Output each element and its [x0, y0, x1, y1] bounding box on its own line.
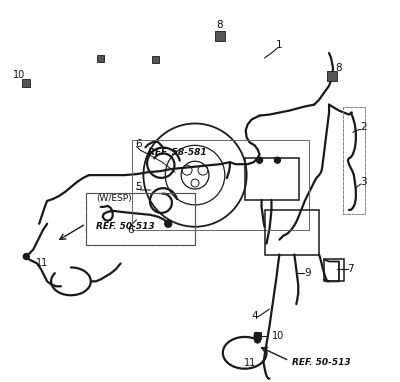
Text: 10: 10 — [13, 70, 26, 80]
Bar — [152, 57, 159, 63]
Text: 8: 8 — [216, 20, 223, 30]
Circle shape — [254, 332, 261, 340]
Bar — [86, 193, 195, 244]
Text: REF. 58-581: REF. 58-581 — [148, 148, 207, 157]
Text: (W/ESP): (W/ESP) — [96, 194, 131, 204]
Text: 3: 3 — [360, 177, 367, 187]
Bar — [343, 107, 365, 214]
Text: REF. 50-513: REF. 50-513 — [292, 358, 351, 367]
Bar — [215, 31, 225, 41]
Text: 11: 11 — [244, 358, 256, 368]
Text: 1: 1 — [276, 40, 283, 50]
Bar — [327, 71, 337, 81]
Circle shape — [256, 157, 262, 163]
Text: 5: 5 — [135, 182, 142, 192]
Text: 9: 9 — [304, 269, 310, 278]
Text: 4: 4 — [251, 311, 258, 321]
Bar — [264, 210, 319, 254]
Text: 6: 6 — [127, 225, 134, 235]
Text: 7: 7 — [348, 264, 354, 274]
Bar — [132, 140, 309, 230]
Circle shape — [274, 157, 280, 163]
Text: 6: 6 — [135, 139, 142, 149]
Circle shape — [165, 220, 172, 227]
Bar — [245, 158, 299, 200]
Text: 11: 11 — [36, 259, 48, 269]
Bar — [22, 79, 30, 87]
Circle shape — [23, 254, 29, 259]
Circle shape — [254, 337, 260, 343]
Bar — [324, 259, 344, 281]
Text: 8: 8 — [336, 63, 342, 73]
Bar — [97, 55, 104, 62]
Bar — [254, 332, 261, 340]
Text: 10: 10 — [272, 331, 284, 341]
Text: 2: 2 — [360, 123, 367, 133]
Text: REF. 50-513: REF. 50-513 — [96, 222, 154, 231]
Bar — [86, 193, 195, 244]
